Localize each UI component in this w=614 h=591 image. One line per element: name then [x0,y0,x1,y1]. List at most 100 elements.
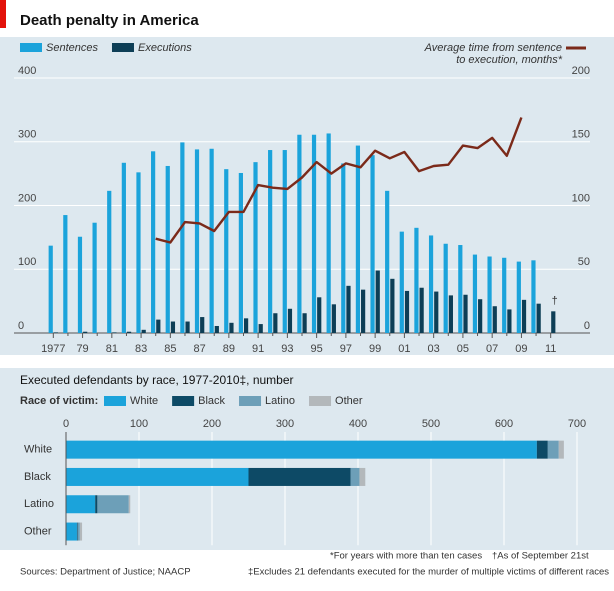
bar [458,245,463,333]
bar [448,295,453,333]
bar [66,495,96,514]
bar [521,299,527,333]
x-tick-label: 05 [457,343,469,355]
bar [350,467,360,486]
x-tick-label: 79 [76,343,88,355]
bar [287,308,293,333]
x-tick-label: 81 [106,343,118,355]
bar [66,522,77,541]
bar [502,257,507,333]
bar [63,215,68,333]
y-tick-label: 300 [18,129,36,141]
bar [224,169,229,333]
annotation: † [552,295,558,307]
footnote: *For years with more than ten cases [330,551,482,562]
bar [507,309,512,333]
bar [112,332,117,333]
bar [79,522,83,541]
bar [558,440,564,459]
x-tick-label: 07 [486,343,498,355]
panel [0,37,614,355]
x-tick-label: 200 [203,418,221,430]
x-tick-label: 99 [369,343,381,355]
legend-label: White [130,395,158,407]
footnote: ‡Excludes 21 defendants executed for the… [248,567,609,578]
x-tick-label: 01 [398,343,410,355]
y2-tick-label: 50 [578,256,590,268]
x-tick-label: 11 [545,343,556,355]
bar [443,243,448,333]
bar [536,440,548,459]
bar [156,319,161,333]
bar [375,270,380,333]
bar [385,190,390,333]
x-tick-label: 95 [311,343,323,355]
line [155,117,523,244]
legend-label: Other [335,395,363,407]
legend-label: Latino [265,395,295,407]
x-tick-label: 91 [252,343,264,355]
bar [355,145,361,333]
bar [547,440,559,459]
x-tick-label: 97 [340,343,352,355]
bar [95,495,98,514]
x-tick-label: 0 [63,418,69,430]
bar [463,294,468,333]
bar [273,313,278,333]
y-tick-label: 400 [18,65,36,77]
bar [428,235,434,333]
legend-swatch [172,396,195,406]
legend-label: to execution, months* [456,54,563,66]
chart-title: Death penalty in America [20,12,199,29]
footnote: Sources: Department of Justice; NAACP [20,567,191,578]
bar [136,172,141,333]
x-tick-label: 600 [495,418,513,430]
bar [390,278,395,333]
bar [434,291,439,333]
x-tick-label: 89 [223,343,235,355]
bar [516,261,521,333]
y2-tick-label: 0 [584,320,590,332]
legend-swatch [309,396,332,406]
bar [76,522,78,541]
bar [107,190,112,333]
bar [194,149,200,333]
bar [492,306,497,333]
y2-tick-label: 150 [572,129,590,141]
bar [229,322,234,333]
x-tick-label: 85 [164,343,176,355]
bar [414,227,419,333]
bar [165,165,170,333]
bar [128,495,131,514]
bar [248,467,351,486]
bar [487,256,492,333]
bar [399,231,404,333]
y2-tick-label: 200 [572,65,590,77]
bar [346,285,351,333]
legend-label: Sentences [46,42,98,54]
bar [209,148,214,333]
bar [170,321,176,333]
bar [151,151,156,333]
bar [97,495,129,514]
x-tick-label: 87 [193,343,205,355]
x-tick-label: 09 [515,343,527,355]
y2-tick-label: 100 [572,192,590,204]
bar [200,317,205,333]
brand-mark [0,0,6,28]
bar [83,331,88,333]
y-tick-label: Black [24,471,51,483]
bar [341,163,346,333]
legend-title: Race of victim: [20,395,98,407]
bar [66,440,537,459]
x-tick-label: 500 [422,418,440,430]
x-tick-label: 93 [281,343,293,355]
bar [53,332,59,333]
bar [214,325,219,333]
bar [472,254,478,333]
legend-swatch [20,43,42,52]
bar [48,245,53,333]
x-tick-label: 83 [135,343,147,355]
bar [297,134,302,333]
bar [258,324,263,333]
